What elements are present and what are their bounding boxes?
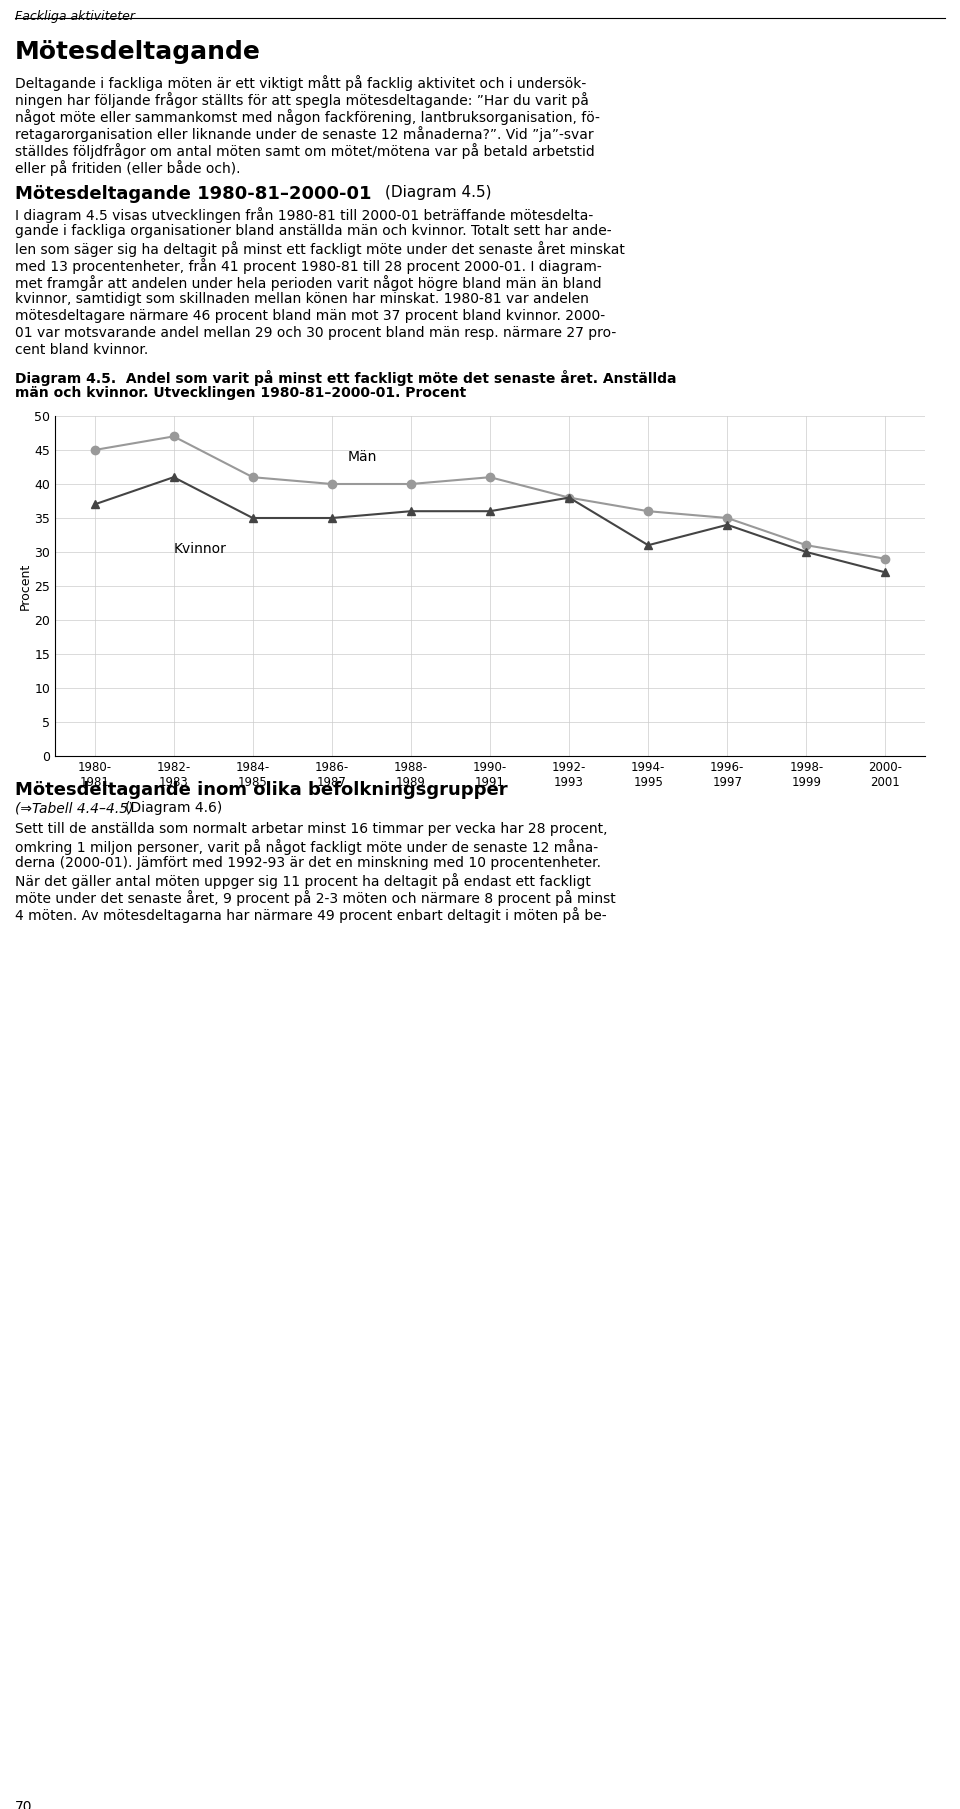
Text: mötesdeltagare närmare 46 procent bland män mot 37 procent bland kvinnor. 2000-: mötesdeltagare närmare 46 procent bland … xyxy=(15,309,605,324)
Text: derna (2000-01). Jämfört med 1992-93 är det en minskning med 10 procentenheter.: derna (2000-01). Jämfört med 1992-93 är … xyxy=(15,856,601,870)
Text: män och kvinnor. Utvecklingen 1980-81–2000-01. Procent: män och kvinnor. Utvecklingen 1980-81–20… xyxy=(15,385,467,400)
Text: met framgår att andelen under hela perioden varit något högre bland män än bland: met framgår att andelen under hela perio… xyxy=(15,275,602,291)
Text: retagarorganisation eller liknande under de senaste 12 månaderna?”. Vid ”ja”-sva: retagarorganisation eller liknande under… xyxy=(15,127,593,141)
Text: eller på fritiden (eller både och).: eller på fritiden (eller både och). xyxy=(15,159,241,175)
Text: Mötesdeltagande 1980-81–2000-01: Mötesdeltagande 1980-81–2000-01 xyxy=(15,185,377,203)
Text: omkring 1 miljon personer, varit på något fackligt möte under de senaste 12 måna: omkring 1 miljon personer, varit på någo… xyxy=(15,839,598,856)
Text: Mötesdeltagande: Mötesdeltagande xyxy=(15,40,261,63)
Text: ställdes följdfrågor om antal möten samt om mötet/mötena var på betald arbetstid: ställdes följdfrågor om antal möten samt… xyxy=(15,143,595,159)
Text: 4 möten. Av mötesdeltagarna har närmare 49 procent enbart deltagit i möten på be: 4 möten. Av mötesdeltagarna har närmare … xyxy=(15,906,607,923)
Text: I diagram 4.5 visas utvecklingen från 1980-81 till 2000-01 beträffande mötesdelt: I diagram 4.5 visas utvecklingen från 19… xyxy=(15,206,593,223)
Text: När det gäller antal möten uppger sig 11 procent ha deltagit på endast ett fackl: När det gäller antal möten uppger sig 11… xyxy=(15,874,590,888)
Text: något möte eller sammankomst med någon fackförening, lantbruksorganisation, fö-: något möte eller sammankomst med någon f… xyxy=(15,109,600,125)
Text: kvinnor, samtidigt som skillnaden mellan könen har minskat. 1980-81 var andelen: kvinnor, samtidigt som skillnaden mellan… xyxy=(15,291,588,306)
Text: ningen har följande frågor ställts för att spegla mötesdeltagande: ”Har du varit: ningen har följande frågor ställts för a… xyxy=(15,92,588,109)
Text: Sett till de anställda som normalt arbetar minst 16 timmar per vecka har 28 proc: Sett till de anställda som normalt arbet… xyxy=(15,821,608,836)
Text: gande i fackliga organisationer bland anställda män och kvinnor. Totalt sett har: gande i fackliga organisationer bland an… xyxy=(15,224,612,239)
Text: (Diagram 4.6): (Diagram 4.6) xyxy=(125,801,223,816)
Text: Män: Män xyxy=(348,450,377,463)
Text: Kvinnor: Kvinnor xyxy=(174,541,227,555)
Text: 01 var motsvarande andel mellan 29 och 30 procent bland män resp. närmare 27 pro: 01 var motsvarande andel mellan 29 och 3… xyxy=(15,326,616,340)
Text: len som säger sig ha deltagit på minst ett fackligt möte under det senaste året : len som säger sig ha deltagit på minst e… xyxy=(15,241,625,257)
Text: Mötesdeltagande inom olika befolkningsgrupper: Mötesdeltagande inom olika befolkningsgr… xyxy=(15,781,508,800)
Y-axis label: Procent: Procent xyxy=(18,563,32,610)
Text: Fackliga aktiviteter: Fackliga aktiviteter xyxy=(15,11,135,24)
Text: (Diagram 4.5): (Diagram 4.5) xyxy=(385,185,492,201)
Text: cent bland kvinnor.: cent bland kvinnor. xyxy=(15,344,148,356)
Text: (⇒Tabell 4.4–4.5): (⇒Tabell 4.4–4.5) xyxy=(15,801,138,816)
Text: Diagram 4.5.  Andel som varit på minst ett fackligt möte det senaste året. Anstä: Diagram 4.5. Andel som varit på minst et… xyxy=(15,371,677,385)
Text: möte under det senaste året, 9 procent på 2-3 möten och närmare 8 procent på min: möte under det senaste året, 9 procent p… xyxy=(15,890,615,906)
Text: med 13 procentenheter, från 41 procent 1980-81 till 28 procent 2000-01. I diagra: med 13 procentenheter, från 41 procent 1… xyxy=(15,259,602,273)
Text: 70: 70 xyxy=(15,1800,33,1809)
Text: Deltagande i fackliga möten är ett viktigt mått på facklig aktivitet och i under: Deltagande i fackliga möten är ett vikti… xyxy=(15,74,587,90)
